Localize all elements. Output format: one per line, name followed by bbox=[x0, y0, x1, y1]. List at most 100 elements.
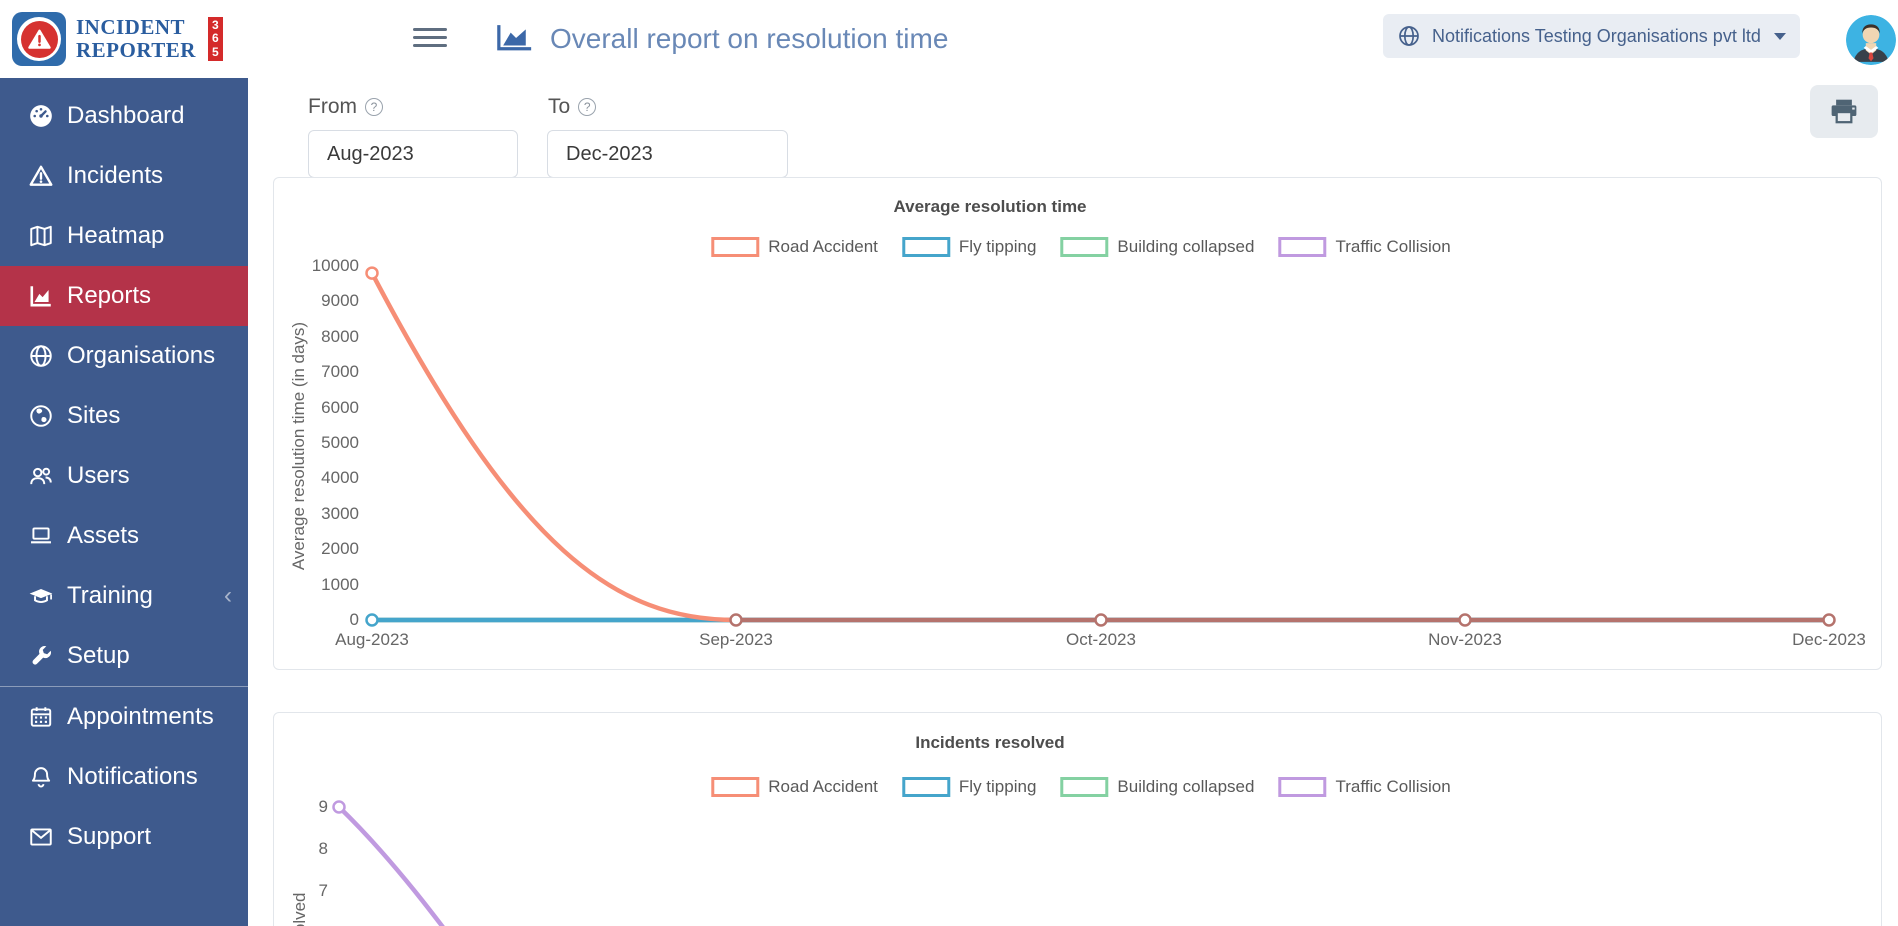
legend-label: Road Accident bbox=[768, 237, 878, 256]
earth-icon bbox=[30, 405, 52, 427]
sidebar-item-reports[interactable]: Reports bbox=[0, 266, 248, 326]
bell-icon bbox=[31, 767, 51, 788]
incidents-resolved-chart-card: Incidents resolved Road Accident Fly tipp… bbox=[273, 712, 1882, 926]
legend-swatch bbox=[711, 777, 760, 797]
sidebar-item-label: Organisations bbox=[67, 342, 216, 369]
legend-item[interactable]: Traffic Collision bbox=[1278, 237, 1451, 257]
graduation-cap-icon bbox=[29, 588, 53, 604]
avg-resolution-time-chart-card: Average resolution time Road Accident Fly… bbox=[273, 177, 1882, 670]
sidebar-item-incidents[interactable]: Incidents bbox=[0, 146, 248, 206]
user-avatar[interactable] bbox=[1846, 15, 1896, 65]
help-icon[interactable]: ? bbox=[578, 98, 597, 116]
chevron-left-icon[interactable]: ‹ bbox=[224, 582, 232, 609]
legend-item[interactable]: Building collapsed bbox=[1060, 777, 1254, 797]
sidebar-item-notifications[interactable]: Notifications bbox=[0, 747, 248, 807]
legend-swatch bbox=[1060, 777, 1109, 797]
sidebar-item-label: Incidents bbox=[67, 162, 164, 189]
sidebar-item-setup[interactable]: Setup bbox=[0, 626, 248, 686]
sidebar-item-appointments[interactable]: Appointments bbox=[0, 687, 248, 747]
legend-item[interactable]: Fly tipping bbox=[901, 237, 1037, 257]
sidebar-item-dashboard[interactable]: Dashboard bbox=[0, 86, 248, 146]
help-icon[interactable]: ? bbox=[365, 98, 383, 116]
chart-legend: Road Accident Fly tipping Building collaps… bbox=[711, 777, 1451, 797]
globe-icon bbox=[1399, 26, 1419, 46]
users-icon bbox=[30, 467, 52, 485]
legend-swatch bbox=[1060, 237, 1109, 257]
legend-swatch bbox=[1278, 237, 1327, 257]
organisation-selector[interactable]: Notifications Testing Organisations pvt … bbox=[1383, 14, 1800, 58]
logo-mark bbox=[12, 12, 66, 66]
report-chart-icon bbox=[497, 25, 532, 51]
data-point bbox=[729, 613, 743, 627]
sidebar-item-organisations[interactable]: Organisations bbox=[0, 326, 248, 386]
data-point bbox=[365, 266, 379, 280]
avatar-image bbox=[1846, 15, 1896, 65]
brand-line1: INCIDENT bbox=[76, 15, 186, 39]
sidebar-item-users[interactable]: Users bbox=[0, 446, 248, 506]
sidebar-divider bbox=[0, 686, 248, 687]
data-point bbox=[365, 613, 379, 627]
chevron-down-icon bbox=[1774, 32, 1786, 40]
legend-label: Building collapsed bbox=[1117, 237, 1255, 256]
data-point bbox=[1458, 613, 1472, 627]
series-line bbox=[369, 270, 739, 623]
legend-item[interactable]: Road Accident bbox=[711, 777, 878, 797]
to-date-input[interactable] bbox=[547, 130, 788, 178]
data-point bbox=[332, 800, 346, 814]
from-label: From ? bbox=[308, 95, 383, 119]
legend-item[interactable]: Road Accident bbox=[711, 237, 878, 257]
brand-badge-365: 3 6 5 bbox=[207, 16, 223, 62]
warning-triangle-icon bbox=[27, 29, 51, 49]
legend-label: Traffic Collision bbox=[1335, 777, 1451, 796]
legend-item[interactable]: Building collapsed bbox=[1060, 237, 1254, 257]
series-line bbox=[336, 804, 445, 926]
sidebar-item-label: Heatmap bbox=[67, 222, 165, 249]
sidebar-item-label: Users bbox=[67, 462, 130, 489]
sidebar-item-label: Setup bbox=[67, 642, 130, 669]
dashboard-icon bbox=[30, 105, 52, 127]
legend-label: Fly tipping bbox=[958, 237, 1037, 256]
wrench-icon bbox=[32, 646, 51, 665]
sidebar-item-heatmap[interactable]: Heatmap bbox=[0, 206, 248, 266]
printer-icon bbox=[1831, 99, 1857, 124]
warning-icon bbox=[29, 165, 53, 186]
brand-name: INCIDENT REPORTER bbox=[76, 16, 196, 62]
sidebar-item-label: Dashboard bbox=[67, 102, 185, 129]
sidebar-item-training[interactable]: Training ‹ bbox=[0, 566, 248, 626]
menu-toggle-button[interactable] bbox=[413, 28, 447, 52]
data-point bbox=[1094, 613, 1108, 627]
sidebar-item-label: Assets bbox=[67, 522, 140, 549]
envelope-icon bbox=[30, 828, 52, 846]
legend-swatch bbox=[711, 237, 760, 257]
brand-line2: REPORTER bbox=[76, 38, 196, 62]
sidebar-item-sites[interactable]: Sites bbox=[0, 386, 248, 446]
chart-title: Incidents resolved bbox=[915, 733, 1065, 752]
print-button[interactable] bbox=[1810, 85, 1878, 138]
sidebar-item-label: Reports bbox=[67, 282, 152, 309]
legend-item[interactable]: Traffic Collision bbox=[1278, 777, 1451, 797]
sidebar-item-label: Appointments bbox=[67, 703, 214, 730]
legend-swatch bbox=[901, 777, 950, 797]
data-point bbox=[1822, 613, 1836, 627]
legend-swatch bbox=[1278, 777, 1327, 797]
to-label: To ? bbox=[548, 95, 597, 119]
sidebar-item-support[interactable]: Support bbox=[0, 807, 248, 867]
from-date-input[interactable] bbox=[308, 130, 518, 178]
area-chart-icon bbox=[30, 286, 51, 307]
sidebar-item-label: Training bbox=[67, 582, 153, 609]
sidebar-item-label: Sites bbox=[67, 402, 121, 429]
legend-label: Road Accident bbox=[768, 777, 878, 796]
calendar-icon bbox=[30, 707, 52, 727]
app-logo[interactable]: INCIDENT REPORTER 3 6 5 bbox=[0, 0, 248, 78]
page-title: Overall report on resolution time bbox=[550, 23, 949, 54]
chart-legend: Road Accident Fly tipping Building collaps… bbox=[711, 237, 1451, 257]
chart-title: Average resolution time bbox=[893, 197, 1087, 216]
globe-icon bbox=[30, 345, 52, 367]
line-chart-plot bbox=[332, 800, 445, 926]
sidebar-item-assets[interactable]: Assets bbox=[0, 506, 248, 566]
sidebar-item-label: Notifications bbox=[67, 763, 198, 790]
sidebar: INCIDENT REPORTER 3 6 5 Dashboard Incide… bbox=[0, 0, 248, 926]
legend-swatch bbox=[901, 237, 950, 257]
legend-item[interactable]: Fly tipping bbox=[901, 777, 1036, 797]
